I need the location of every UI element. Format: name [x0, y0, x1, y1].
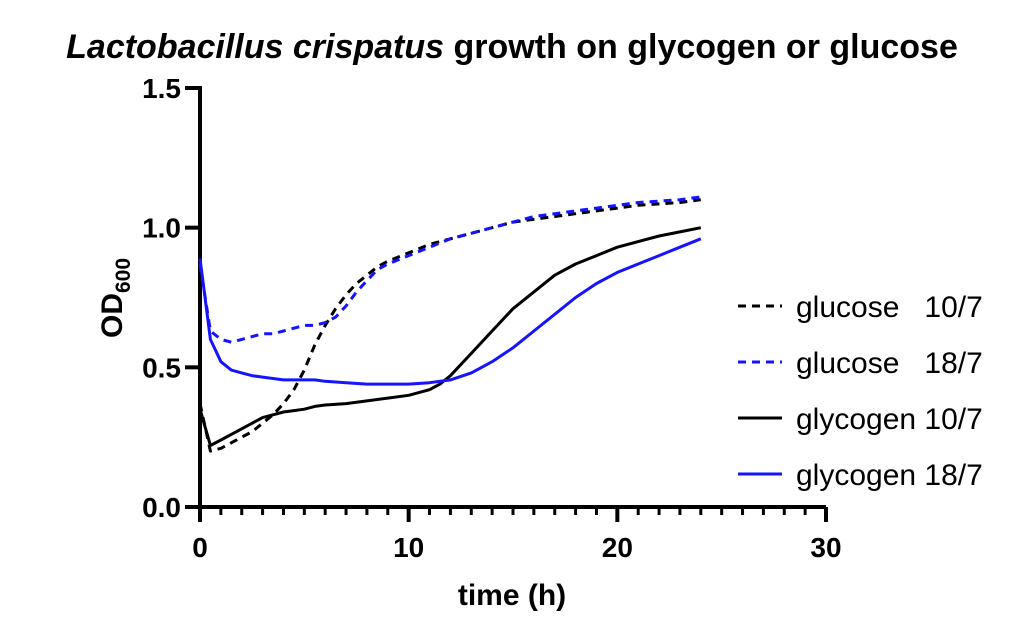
x-axis-label: time (h)	[458, 579, 566, 612]
y-tick-label: 1.5	[142, 73, 181, 104]
legend-label: glycogen 10/7	[796, 403, 983, 436]
y-tick-label: 0.0	[142, 492, 181, 523]
legend-label: glucose 10/7	[796, 291, 983, 324]
x-tick-label: 30	[810, 532, 841, 563]
series-line	[198, 195, 701, 344]
legend-label: glucose 18/7	[796, 347, 983, 380]
series-line	[198, 226, 702, 447]
plot-area: 0 10 20 30 0.0 0.5 1.0 1.5	[142, 73, 842, 563]
series-line	[198, 198, 701, 453]
x-tick-label: 10	[393, 532, 424, 563]
chart-title-rest: growth on glycogen or glucose	[444, 28, 958, 66]
x-tick-label: 0	[192, 532, 208, 563]
x-tick-label: 20	[602, 532, 633, 563]
y-axis-label-subscript: 600	[112, 258, 135, 293]
y-axis-label: OD600	[96, 258, 135, 338]
chart-title: Lactobacillus crispatus growth on glycog…	[66, 28, 958, 66]
legend: glucose 10/7 glucose 18/7 glycogen 10/7 gly…	[738, 291, 983, 492]
y-tick-label: 0.5	[142, 352, 181, 383]
y-axis-label-main: OD	[96, 293, 129, 338]
legend-label: glycogen 18/7	[796, 459, 983, 492]
chart-title-italic: Lactobacillus crispatus	[66, 28, 444, 66]
series-line	[198, 237, 702, 386]
y-tick-label: 1.0	[142, 213, 181, 244]
